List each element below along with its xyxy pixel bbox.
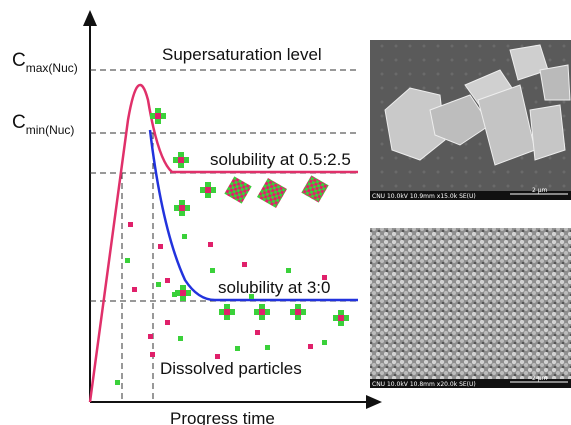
image-scale: 2 µm bbox=[532, 375, 548, 382]
solute-green bbox=[265, 345, 270, 350]
dissolved-label: Dissolved particles bbox=[160, 359, 302, 378]
cross-center bbox=[180, 290, 186, 296]
crystal bbox=[257, 178, 287, 208]
cross-center bbox=[224, 309, 230, 315]
y-min-label: Cmin(Nuc) bbox=[12, 112, 74, 137]
solute-green bbox=[125, 258, 130, 263]
solute-green bbox=[286, 268, 291, 273]
image-caption: CNU 10.0kV 10.8mm x20.0k SE(U) bbox=[372, 381, 476, 388]
solute-red bbox=[165, 278, 170, 283]
solute-green bbox=[178, 336, 183, 341]
sem-image: CNU 10.0kV 10.8mm x20.0k SE(U) 2 µm bbox=[370, 228, 571, 388]
cross-center bbox=[259, 309, 265, 315]
solute-red bbox=[208, 242, 213, 247]
c-base: C bbox=[12, 50, 26, 71]
supersaturation-label: Supersaturation level bbox=[162, 45, 322, 64]
solubility-low-label: solubility at 3:0 bbox=[218, 278, 330, 297]
y-max-label: Cmax(Nuc) bbox=[12, 50, 78, 75]
solute-red bbox=[150, 352, 155, 357]
solute-green bbox=[235, 346, 240, 351]
solute-green bbox=[156, 282, 161, 287]
solute-red bbox=[165, 320, 170, 325]
solubility-high-label: solubility at 0.5:2.5 bbox=[210, 150, 351, 169]
cross-center bbox=[155, 113, 161, 119]
solute-red bbox=[255, 330, 260, 335]
cross-center bbox=[205, 187, 211, 193]
image-scale: 2 µm bbox=[532, 187, 548, 194]
c-sub: max(Nuc) bbox=[26, 61, 78, 75]
image-caption: CNU 10.0kV 10.9mm x15.0k SE(U) bbox=[372, 193, 476, 200]
solute-red bbox=[128, 222, 133, 227]
solute-red bbox=[158, 244, 163, 249]
cross-center bbox=[178, 157, 184, 163]
x-axis-label: Progress time bbox=[170, 409, 275, 425]
solute-green bbox=[182, 234, 187, 239]
solute-red bbox=[132, 287, 137, 292]
cross-center bbox=[179, 205, 185, 211]
solute-green bbox=[172, 292, 177, 297]
solute-red bbox=[242, 262, 247, 267]
crystal bbox=[301, 175, 328, 202]
guide-lines bbox=[90, 70, 360, 402]
solute-red bbox=[148, 334, 153, 339]
c-base: C bbox=[12, 112, 26, 133]
c-sub: min(Nuc) bbox=[26, 123, 75, 137]
solute-green bbox=[322, 340, 327, 345]
figure: Cmax(Nuc) Cmin(Nuc) Supersaturation leve… bbox=[0, 0, 571, 425]
cross-center bbox=[338, 315, 344, 321]
solute-green bbox=[115, 380, 120, 385]
sem-image: CNU 10.0kV 10.9mm x15.0k SE(U) 2 µm bbox=[370, 40, 571, 200]
cross-center bbox=[295, 309, 301, 315]
crystal bbox=[224, 176, 251, 203]
solute-red bbox=[308, 344, 313, 349]
solute-green bbox=[210, 268, 215, 273]
